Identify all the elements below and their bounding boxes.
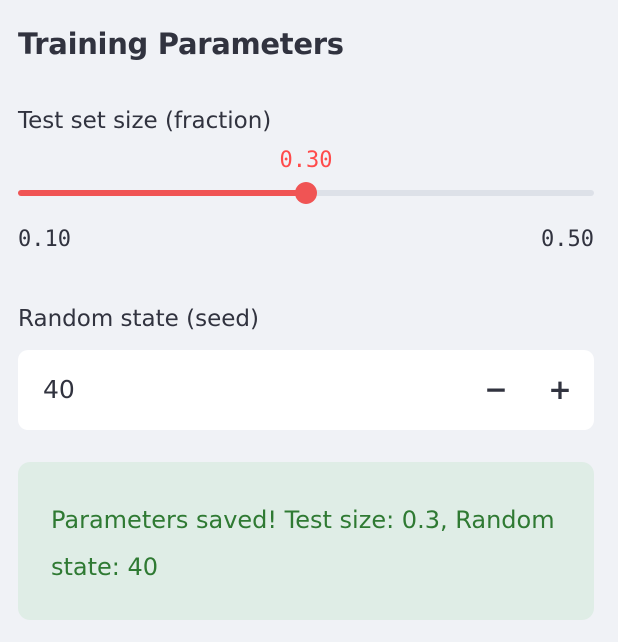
slider-fill	[18, 190, 306, 196]
section-title: Training Parameters	[18, 27, 344, 61]
decrement-button[interactable]: −	[484, 373, 508, 406]
success-alert: Parameters saved! Test size: 0.3, Random…	[18, 462, 594, 620]
random-state-field[interactable]	[43, 350, 423, 430]
slider-current-value: 0.30	[279, 148, 333, 173]
increment-button[interactable]: +	[548, 373, 572, 406]
slider-thumb[interactable]	[295, 182, 317, 204]
slider-max-label: 0.50	[541, 227, 594, 252]
slider-track[interactable]	[18, 182, 594, 204]
random-state-number-input: − +	[18, 350, 594, 430]
test-size-slider[interactable]: 0.30 0.10 0.50	[18, 145, 594, 255]
test-size-label: Test set size (fraction)	[18, 108, 272, 134]
success-message: Parameters saved! Test size: 0.3, Random…	[51, 506, 555, 581]
slider-min-label: 0.10	[18, 227, 71, 252]
random-state-label: Random state (seed)	[18, 306, 259, 332]
